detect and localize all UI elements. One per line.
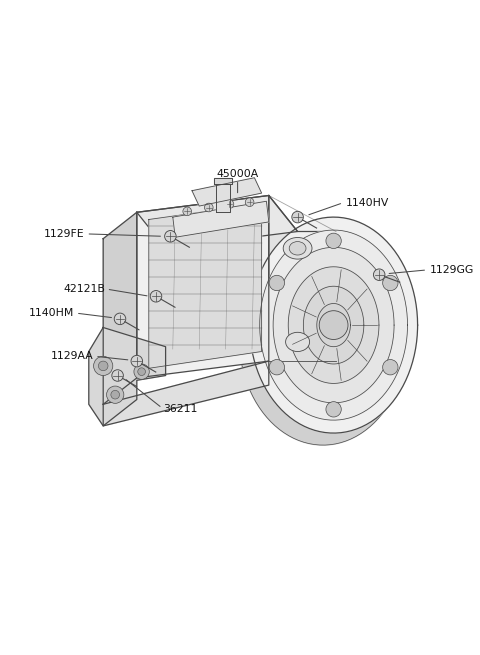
Text: 1129GG: 1129GG xyxy=(430,265,474,275)
Circle shape xyxy=(114,313,126,325)
Polygon shape xyxy=(192,178,262,206)
Circle shape xyxy=(383,275,398,291)
Text: 36211: 36211 xyxy=(163,404,198,414)
Polygon shape xyxy=(273,248,394,403)
Ellipse shape xyxy=(286,332,310,352)
Circle shape xyxy=(94,356,113,375)
Polygon shape xyxy=(269,195,336,361)
Polygon shape xyxy=(137,195,298,248)
Polygon shape xyxy=(250,217,418,433)
Polygon shape xyxy=(173,201,269,237)
Ellipse shape xyxy=(283,238,312,259)
Circle shape xyxy=(183,207,192,215)
Polygon shape xyxy=(216,183,230,212)
Circle shape xyxy=(269,275,285,291)
Polygon shape xyxy=(214,178,232,183)
Polygon shape xyxy=(288,267,379,383)
Text: 1140HM: 1140HM xyxy=(29,308,74,318)
Circle shape xyxy=(292,212,303,223)
Circle shape xyxy=(107,386,124,403)
Circle shape xyxy=(111,390,120,399)
Polygon shape xyxy=(317,303,350,346)
Circle shape xyxy=(245,198,254,206)
Circle shape xyxy=(326,402,341,417)
Text: 42121B: 42121B xyxy=(64,284,106,294)
Circle shape xyxy=(131,356,143,367)
Polygon shape xyxy=(137,195,269,378)
Circle shape xyxy=(112,369,123,381)
Circle shape xyxy=(225,200,234,208)
Text: 1129AA: 1129AA xyxy=(51,351,94,362)
Polygon shape xyxy=(303,286,364,364)
Circle shape xyxy=(373,269,385,280)
Text: 45000A: 45000A xyxy=(216,169,259,179)
Circle shape xyxy=(383,360,398,375)
Text: 1129FE: 1129FE xyxy=(43,229,84,239)
Circle shape xyxy=(269,360,285,375)
Text: 1140HV: 1140HV xyxy=(346,198,389,208)
Polygon shape xyxy=(239,229,407,445)
Circle shape xyxy=(98,361,108,371)
Polygon shape xyxy=(149,204,262,368)
Polygon shape xyxy=(260,230,408,420)
Circle shape xyxy=(165,231,176,242)
Ellipse shape xyxy=(289,242,306,255)
Circle shape xyxy=(150,291,162,302)
Polygon shape xyxy=(103,361,269,426)
Circle shape xyxy=(134,364,149,379)
Polygon shape xyxy=(89,328,166,426)
Circle shape xyxy=(326,233,341,248)
Circle shape xyxy=(204,203,213,212)
Circle shape xyxy=(138,368,145,375)
Polygon shape xyxy=(103,212,137,404)
Circle shape xyxy=(319,310,348,339)
